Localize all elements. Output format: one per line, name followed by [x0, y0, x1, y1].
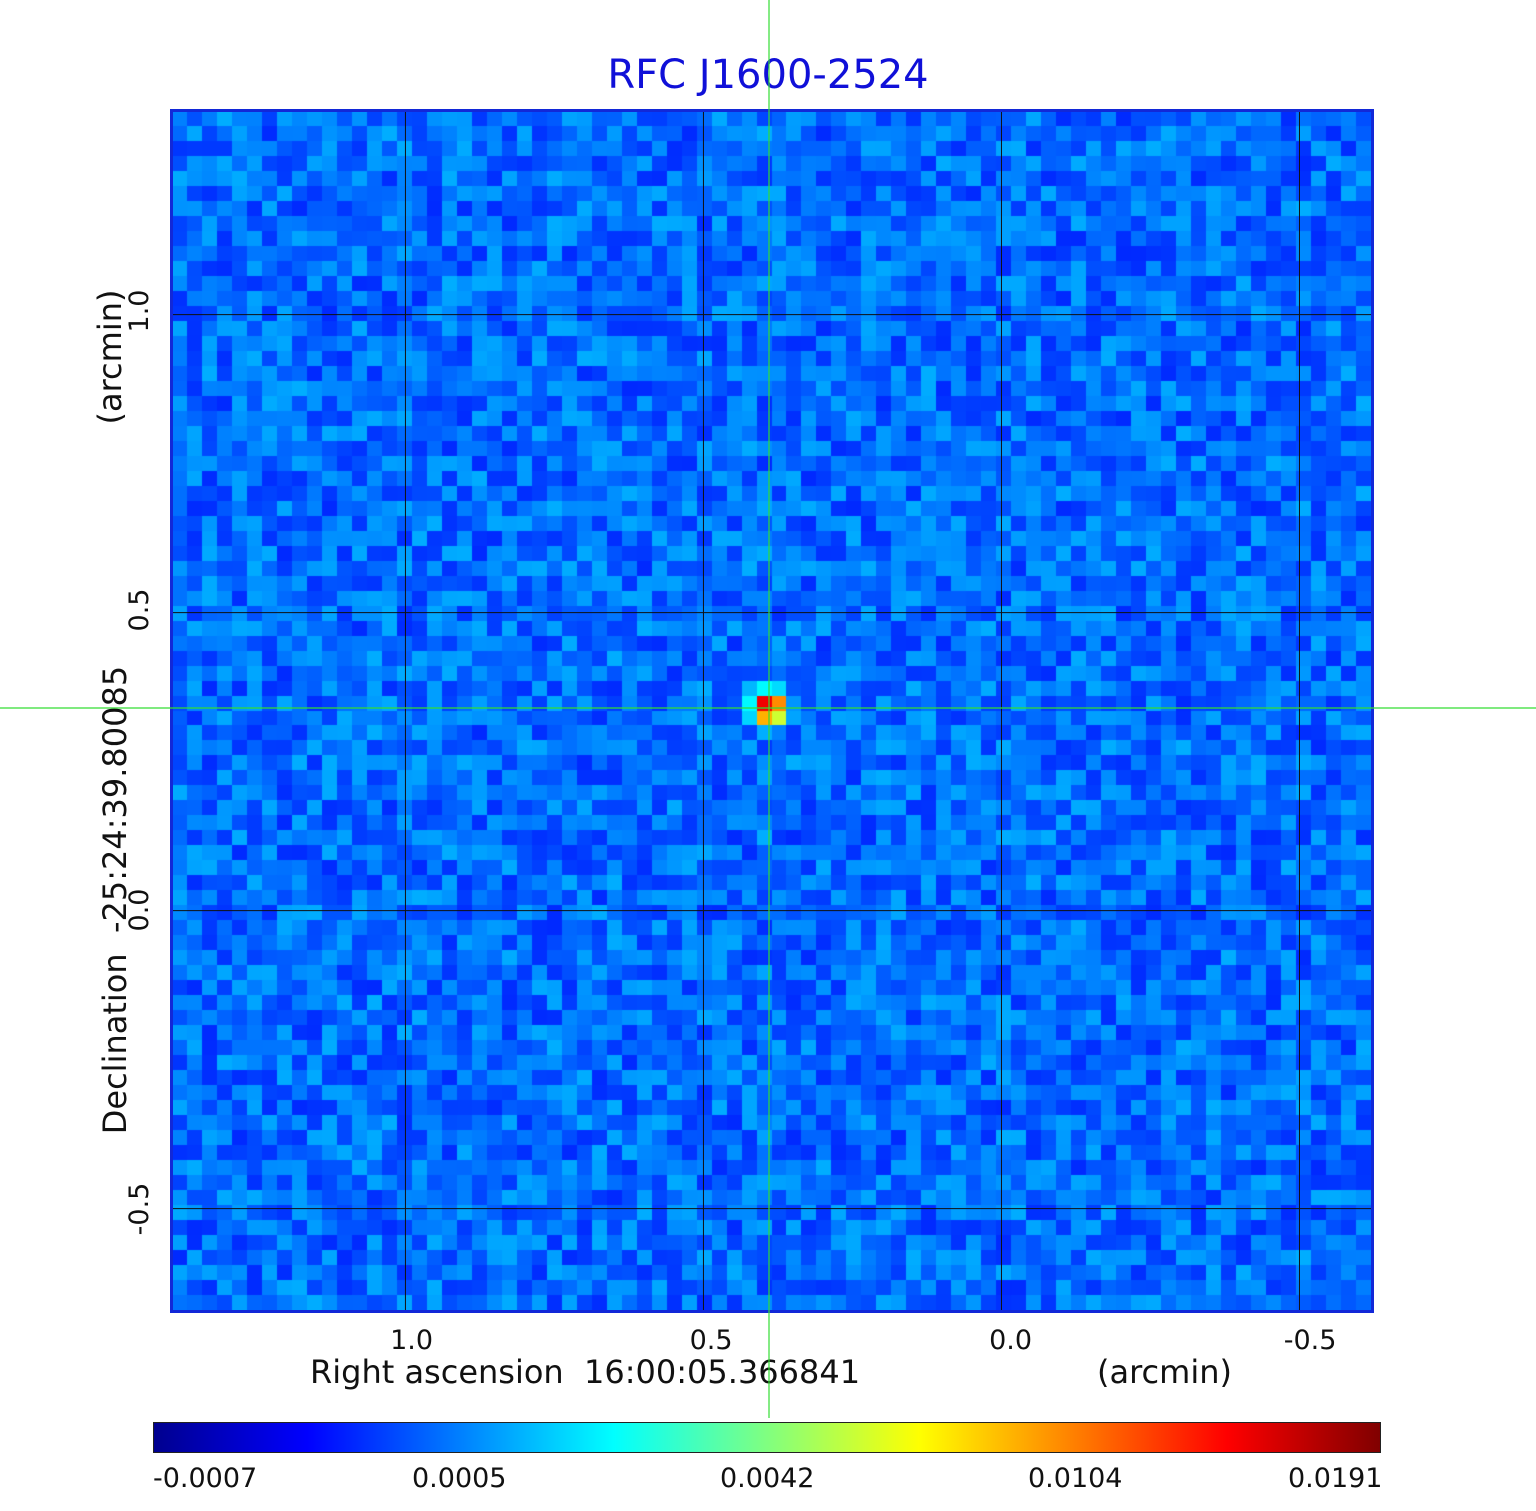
coordinate-grid — [173, 112, 1371, 1310]
colorbar — [153, 1422, 1381, 1453]
x-axis-label: Right ascension 16:00:05.366841 — [310, 1353, 861, 1391]
colorbar-tick-label: 0.0042 — [720, 1463, 815, 1494]
y-axis-label: Declination -25:24:39.80085 — [96, 665, 134, 1135]
colorbar-tick-label: 0.0104 — [1028, 1463, 1123, 1494]
x-tick-label: -0.5 — [1283, 1325, 1337, 1356]
colorbar-tick-label: 0.0005 — [412, 1463, 507, 1494]
image-plot-area[interactable] — [170, 109, 1374, 1313]
chart-title: RFC J1600-2524 — [607, 52, 929, 98]
heatmap-image — [173, 112, 1371, 1310]
x-tick-label: 1.0 — [390, 1325, 434, 1356]
x-axis-unit: (arcmin) — [1097, 1353, 1232, 1391]
x-tick-label: 0.0 — [989, 1325, 1033, 1356]
x-tick-label: 0.5 — [689, 1325, 733, 1356]
colorbar-tick-label: -0.0007 — [153, 1463, 258, 1494]
y-axis-unit: (arcmin) — [91, 289, 129, 425]
colorbar-tick-label: 0.0191 — [1288, 1463, 1383, 1494]
